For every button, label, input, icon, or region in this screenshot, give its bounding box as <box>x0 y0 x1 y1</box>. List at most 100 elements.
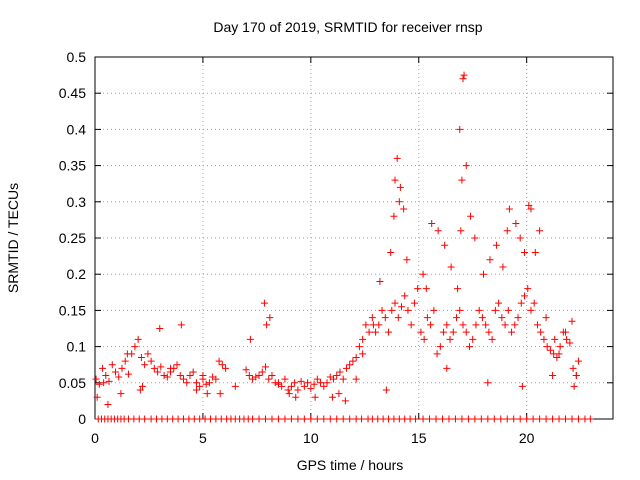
axis-ticks: 0 0.05 0.1 0.15 0.2 0.25 0.3 0.35 0.4 0.45 0.5 0 5 10… <box>59 49 613 446</box>
data-point <box>387 248 395 256</box>
data-point <box>555 350 563 358</box>
data-point <box>95 380 103 388</box>
data-point <box>192 386 200 394</box>
data-point <box>100 379 108 387</box>
data-point <box>562 328 570 336</box>
data-point <box>391 176 399 184</box>
data-point <box>93 393 101 401</box>
data-point <box>555 415 563 423</box>
data-point <box>329 375 337 383</box>
data-point <box>393 154 401 162</box>
data-point <box>307 415 315 423</box>
data-point <box>525 201 533 209</box>
data-point <box>546 346 554 354</box>
data-point <box>491 306 499 314</box>
chart-title: Day 170 of 2019, SRMTID for receiver rns… <box>213 19 482 35</box>
data-point <box>426 415 434 423</box>
data-point <box>543 343 551 351</box>
data-point <box>410 299 418 307</box>
data-point <box>586 415 594 423</box>
data-point <box>480 270 487 278</box>
data-point <box>292 393 300 401</box>
data-point <box>102 372 110 380</box>
data-point <box>136 386 144 394</box>
data-point <box>104 401 112 409</box>
data-point <box>186 372 194 380</box>
data-point <box>572 372 580 380</box>
data-point <box>536 415 544 423</box>
data-point <box>278 382 286 390</box>
y-tick-label: 0.05 <box>59 375 86 391</box>
data-point <box>274 415 282 423</box>
data-point <box>92 375 100 383</box>
data-point <box>404 306 412 314</box>
data-point <box>118 364 126 372</box>
data-point <box>394 314 402 322</box>
data-point <box>291 379 299 387</box>
data-point <box>458 176 466 184</box>
data-point <box>262 415 270 423</box>
data-point <box>574 415 582 423</box>
data-point <box>484 379 492 387</box>
data-point <box>388 306 396 314</box>
data-point <box>505 205 513 213</box>
data-point <box>482 321 490 329</box>
data-point <box>339 415 347 423</box>
data-point <box>108 361 116 369</box>
data-point <box>249 415 257 423</box>
data-point <box>255 415 263 423</box>
data-point <box>464 415 472 423</box>
data-point <box>447 263 455 271</box>
data-point <box>304 379 312 387</box>
data-point <box>430 306 438 314</box>
data-point <box>397 303 405 311</box>
data-point <box>504 306 512 314</box>
data-point <box>423 314 431 322</box>
data-point <box>456 306 464 314</box>
data-point <box>268 372 276 380</box>
data-point <box>294 415 302 423</box>
y-tick-label: 0.5 <box>67 49 87 65</box>
data-point <box>300 415 308 423</box>
data-point <box>134 335 142 343</box>
data-point <box>160 372 168 380</box>
data-point <box>472 321 480 329</box>
data-point <box>556 343 564 351</box>
data-point <box>542 314 550 322</box>
data-point <box>511 321 519 329</box>
data-point <box>115 373 123 381</box>
data-point <box>566 339 574 347</box>
data-point <box>499 263 507 271</box>
data-point <box>255 372 263 380</box>
data-point <box>412 415 420 423</box>
data-point <box>346 415 354 423</box>
data-point <box>216 390 224 398</box>
data-point <box>471 234 479 242</box>
data-point <box>427 321 435 329</box>
y-tick-label: 0.25 <box>59 230 86 246</box>
data-point <box>137 353 145 361</box>
data-point <box>281 375 289 383</box>
data-point <box>438 415 446 423</box>
data-point <box>167 364 175 372</box>
x-tick-label: 15 <box>411 430 427 446</box>
data-point <box>533 321 541 329</box>
data-point <box>517 299 525 307</box>
data-point <box>495 299 503 307</box>
data-point <box>568 415 576 423</box>
x-tick-label: 20 <box>519 430 535 446</box>
data-point <box>553 353 561 361</box>
y-tick-label: 0.45 <box>59 85 86 101</box>
data-point <box>484 415 492 423</box>
data-point <box>441 241 449 249</box>
data-point <box>138 382 146 390</box>
data-point <box>521 292 529 300</box>
data-point <box>335 390 343 398</box>
data-point <box>569 364 577 372</box>
data-point <box>516 234 524 242</box>
data-point <box>328 393 336 401</box>
data-point <box>268 415 276 423</box>
data-point <box>274 379 282 387</box>
y-axis-label: SRMTID / TECUs <box>5 183 21 293</box>
data-point <box>179 375 187 383</box>
